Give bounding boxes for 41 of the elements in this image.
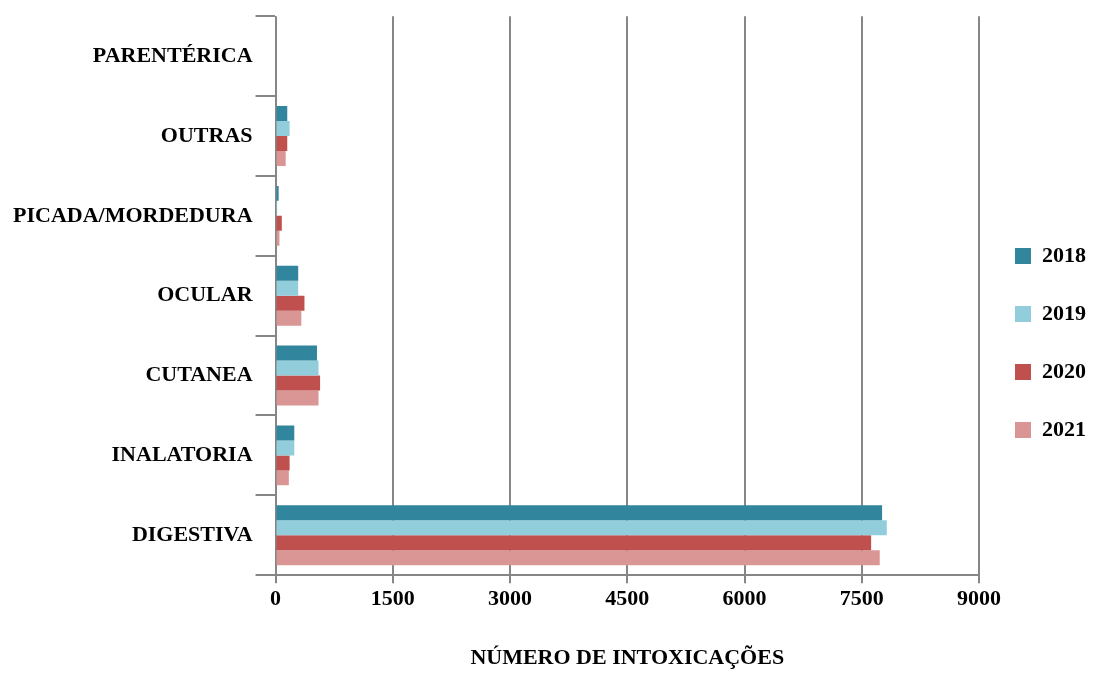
x-tick-label: 3000 bbox=[488, 585, 533, 611]
legend-label: 2020 bbox=[1042, 357, 1086, 383]
legend-label: 2019 bbox=[1042, 299, 1086, 325]
bar bbox=[276, 280, 299, 296]
bar bbox=[276, 265, 299, 281]
x-tick-label: 4500 bbox=[605, 585, 650, 611]
y-tick-label: PICADA/MORDEDURA bbox=[12, 201, 253, 227]
bar bbox=[276, 295, 305, 311]
bar bbox=[276, 185, 279, 201]
y-tick-label: CUTANEA bbox=[145, 361, 253, 387]
bar bbox=[276, 375, 321, 391]
y-tick-label: OCULAR bbox=[157, 281, 254, 307]
bar bbox=[276, 455, 290, 471]
bar bbox=[276, 505, 883, 521]
bar bbox=[276, 360, 319, 376]
bar bbox=[276, 345, 317, 361]
bar bbox=[276, 135, 288, 151]
bar bbox=[276, 390, 319, 406]
bar bbox=[276, 150, 286, 166]
x-tick-label: 9000 bbox=[957, 585, 1001, 611]
bar bbox=[276, 440, 295, 456]
bar bbox=[276, 535, 872, 551]
legend-label: 2021 bbox=[1042, 415, 1086, 441]
x-axis-title: NÚMERO DE INTOXICAÇÕES bbox=[470, 644, 785, 670]
x-tick-label: 7500 bbox=[839, 585, 884, 611]
bar bbox=[276, 520, 887, 536]
y-tick-label: OUTRAS bbox=[160, 121, 253, 147]
bar bbox=[276, 550, 880, 566]
bar bbox=[276, 470, 289, 486]
bar bbox=[276, 310, 302, 326]
x-tick-label: 0 bbox=[270, 585, 282, 611]
y-tick-label: PARENTÉRICA bbox=[92, 41, 253, 67]
legend-label: 2018 bbox=[1042, 241, 1086, 267]
bar bbox=[276, 106, 288, 122]
x-tick-label: 1500 bbox=[370, 585, 415, 611]
bar bbox=[276, 121, 290, 136]
x-tick-label: 6000 bbox=[722, 585, 767, 611]
y-tick-label: INALATORIA bbox=[111, 441, 253, 467]
bar bbox=[276, 425, 295, 441]
y-tick-label: DIGESTIVA bbox=[131, 520, 253, 546]
bar bbox=[276, 215, 282, 231]
